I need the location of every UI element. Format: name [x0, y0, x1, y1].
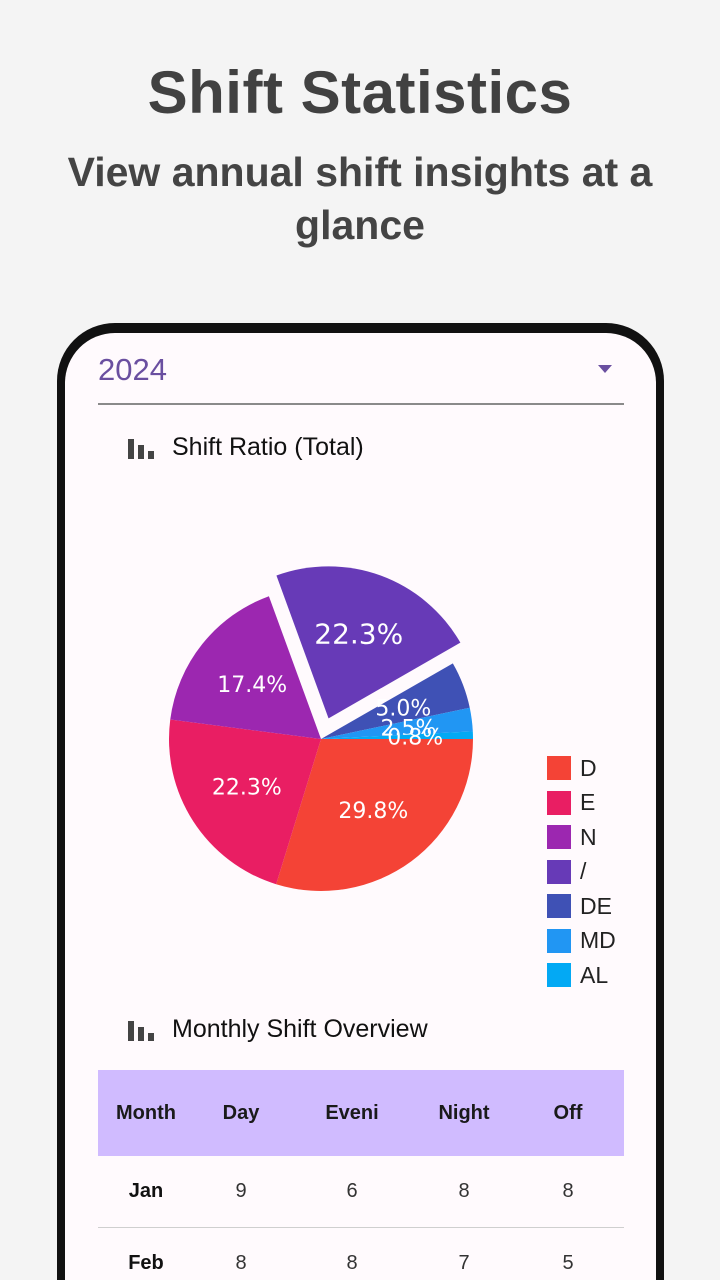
count-cell: 8	[562, 1180, 574, 1202]
table-header-row: Month Day Eveni Night Off	[98, 1070, 624, 1156]
legend-item: N	[547, 820, 616, 855]
pie-label-al: 0.8%	[387, 726, 443, 751]
monthly-shift-table: Month Day Eveni Night Off Jan 9 6 8 8 Feb 8 8 7 5	[98, 1070, 624, 1280]
pie-slice-al	[321, 731, 473, 739]
pie-label-slash: 22.3%	[314, 618, 403, 651]
table-row: Feb 8 8 7 5	[98, 1228, 624, 1280]
chart-legend: D E N / DE MD AL	[547, 751, 616, 993]
pie-slice-n	[170, 596, 321, 739]
legend-label: D	[580, 754, 597, 781]
pie-slice-d	[276, 739, 473, 891]
legend-swatch	[547, 790, 571, 815]
pie-label-n: 17.4%	[217, 673, 287, 698]
count-cell: 9	[235, 1180, 247, 1202]
legend-swatch	[547, 825, 571, 850]
month-cell: Feb	[128, 1252, 164, 1274]
pie-slice-slash	[276, 566, 461, 719]
count-cell: 5	[562, 1252, 574, 1274]
shift-ratio-pie-chart: 29.8%22.3%17.4%22.3%5.0%2.5%0.8%	[169, 566, 473, 891]
monthly-section-header: Monthly Shift Overview	[128, 1015, 428, 1044]
legend-label: N	[580, 823, 597, 850]
legend-item: D	[547, 751, 616, 786]
legend-label: MD	[580, 927, 616, 954]
count-cell: 8	[458, 1180, 470, 1202]
legend-item: AL	[547, 958, 616, 993]
bar-chart-icon	[128, 1019, 154, 1041]
legend-swatch	[547, 894, 571, 919]
legend-swatch	[547, 756, 571, 781]
year-dropdown[interactable]: 2024	[98, 333, 624, 405]
column-header: Day	[222, 1101, 260, 1124]
legend-item: DE	[547, 889, 616, 924]
legend-item: MD	[547, 924, 616, 959]
column-header: Night	[438, 1101, 490, 1124]
legend-label: AL	[580, 961, 609, 988]
legend-label: DE	[580, 892, 612, 919]
column-header: Month	[116, 1101, 176, 1124]
pie-slice-e	[169, 719, 321, 885]
legend-swatch	[547, 963, 571, 988]
legend-label: E	[580, 789, 596, 816]
dropdown-caret-icon	[598, 365, 612, 373]
pie-label-e: 22.3%	[212, 776, 282, 801]
year-value: 2024	[98, 352, 167, 387]
promo-subtitle: View annual shift insights at a glance	[67, 149, 653, 248]
count-cell: 8	[235, 1252, 247, 1274]
pie-label-de: 5.0%	[375, 697, 431, 722]
legend-item: /	[547, 855, 616, 890]
app-screen: 2024 Shift Ratio (Total) 29.8% 22.3% 17.4%…	[65, 333, 656, 1280]
promo-title: Shift Statistics	[147, 59, 573, 126]
table-row: Jan 9 6 8 8	[98, 1156, 624, 1228]
pie-slice-de	[321, 663, 470, 739]
count-cell: 6	[346, 1180, 358, 1202]
legend-swatch	[547, 928, 571, 953]
month-cell: Jan	[128, 1180, 164, 1202]
count-cell: 7	[458, 1252, 470, 1274]
column-header: Eveni	[325, 1101, 379, 1124]
pie-label-d: 29.8%	[338, 799, 408, 824]
bar-chart-icon	[128, 437, 154, 459]
count-cell: 8	[346, 1252, 358, 1274]
column-header: Off	[553, 1101, 583, 1124]
monthly-section-title: Monthly Shift Overview	[172, 1015, 428, 1043]
ratio-section-header: Shift Ratio (Total)	[128, 433, 364, 462]
phone-frame: 2024 Shift Ratio (Total) 29.8% 22.3% 17.4%…	[57, 323, 664, 1280]
legend-swatch	[547, 859, 571, 884]
ratio-section-title: Shift Ratio (Total)	[172, 433, 364, 461]
legend-label: /	[580, 858, 587, 885]
legend-item: E	[547, 786, 616, 821]
pie-slice-md	[321, 707, 473, 739]
